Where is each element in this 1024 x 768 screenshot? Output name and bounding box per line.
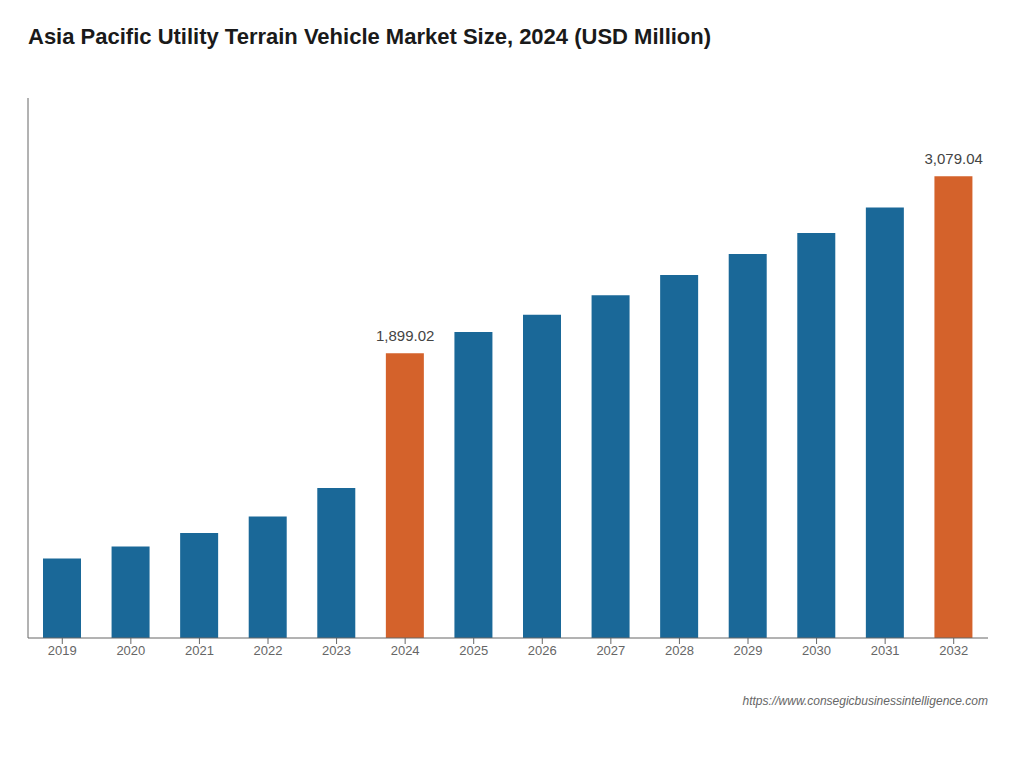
- svg-text:2030: 2030: [802, 643, 831, 658]
- html-text:https://www.consegicbusinessin: https://www.consegicbusinessintelligence…: [742, 694, 988, 708]
- html-text:Asia Pacific Utility Terrain V: Asia Pacific Utility Terrain Vehicle Mar…: [28, 24, 712, 49]
- svg-text:2032: 2032: [939, 643, 968, 658]
- svg-text:3,079.04: 3,079.04: [925, 150, 983, 167]
- svg-text:2022: 2022: [254, 643, 283, 658]
- svg-text:2028: 2028: [665, 643, 694, 658]
- svg-text:2029: 2029: [734, 643, 763, 658]
- svg-text:2021: 2021: [185, 643, 214, 658]
- svg-text:2025: 2025: [459, 643, 488, 658]
- svg-text:2024: 2024: [391, 643, 420, 658]
- svg-text:2019: 2019: [48, 643, 77, 658]
- svg-text:1,899.02: 1,899.02: [376, 327, 434, 344]
- svg-text:2027: 2027: [596, 643, 625, 658]
- svg-text:2031: 2031: [871, 643, 900, 658]
- svg-text:2026: 2026: [528, 643, 557, 658]
- svg-text:2020: 2020: [116, 643, 145, 658]
- svg-text:2023: 2023: [322, 643, 351, 658]
